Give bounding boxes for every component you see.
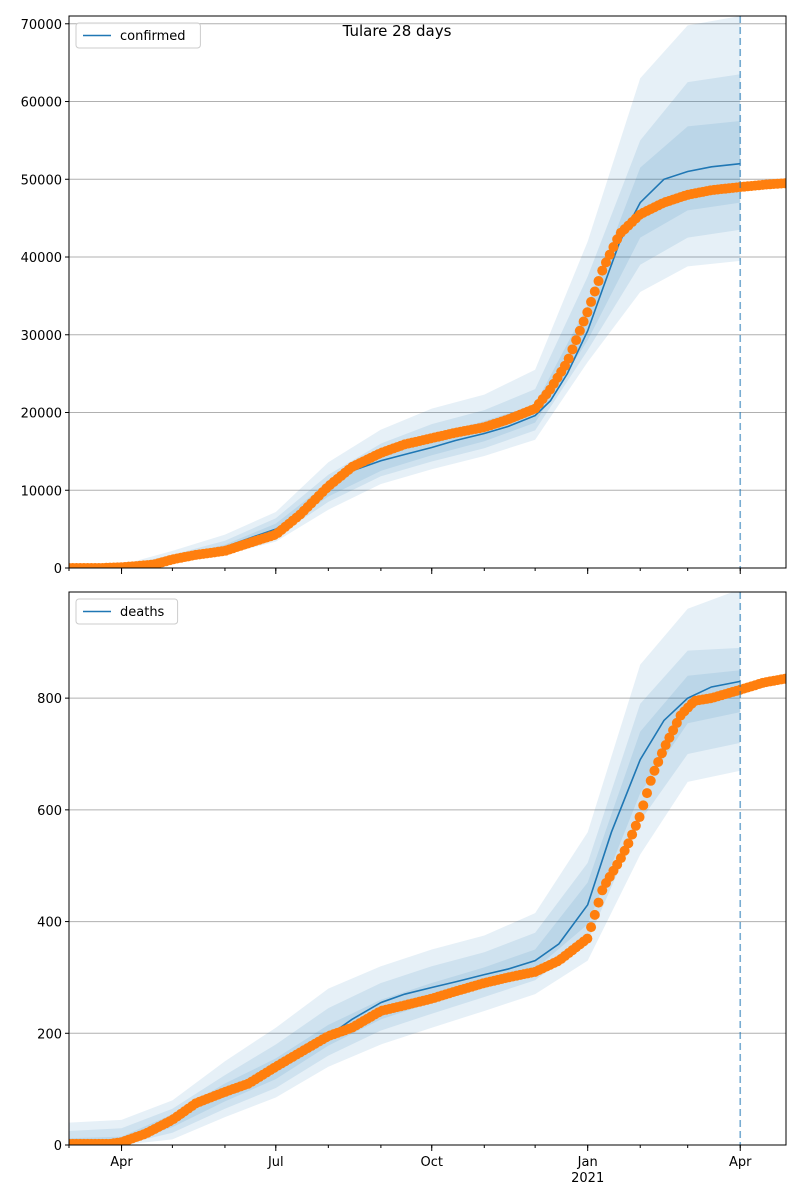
y-tick-label: 200: [37, 1027, 62, 1042]
y-tick-label: 60000: [21, 96, 62, 111]
legend: deaths: [75, 598, 179, 625]
observed-point: [589, 286, 600, 297]
observed-point: [630, 820, 641, 831]
observed-point: [619, 845, 630, 856]
observed-point: [623, 838, 634, 849]
observed-point: [642, 788, 653, 799]
plot-area: [69, 592, 786, 1145]
observed-point: [779, 673, 786, 684]
plot-area: [69, 16, 786, 568]
legend-box: [75, 598, 179, 625]
observed-point: [638, 800, 649, 811]
observed-point: [589, 909, 600, 920]
observed-point: [563, 353, 574, 364]
y-tick-label: 800: [37, 692, 62, 707]
y-tick-label: 0: [54, 562, 62, 577]
x-tick-label: Apr: [729, 1155, 752, 1170]
x-tick-label: Jan: [577, 1155, 598, 1170]
observed-series: [69, 178, 786, 568]
observed-point: [593, 897, 604, 908]
y-tick-label: 70000: [21, 18, 62, 33]
confirmed-panel: 0 10000 20000 30000 40000 50000 60000 70000 conf…: [21, 15, 787, 577]
y-tick-label: 600: [37, 804, 62, 819]
uncertainty-band: [69, 647, 741, 1145]
y-tick-label: 10000: [21, 484, 62, 499]
x-tick-sublabel: 2021: [571, 1171, 604, 1186]
observed-point: [615, 853, 626, 864]
observed-point: [656, 748, 667, 759]
observed-point: [627, 829, 638, 840]
observed-point: [582, 307, 593, 318]
y-tick-label: 20000: [21, 407, 62, 422]
observed-point: [649, 765, 660, 776]
observed-point: [593, 276, 604, 287]
observed-point: [567, 344, 578, 355]
observed-point: [653, 756, 664, 767]
y-tick-label: 400: [37, 916, 62, 931]
uncertainty-band: [69, 16, 741, 568]
axes-frame: [68, 591, 787, 1146]
uncertainty-band: [69, 592, 741, 1145]
y-tick-label: 50000: [21, 173, 62, 188]
observed-point: [571, 335, 582, 346]
observed-point: [600, 257, 611, 268]
x-tick-label: Oct: [420, 1155, 442, 1170]
observed-point: [582, 933, 593, 944]
x-tick-label: Apr: [110, 1155, 133, 1170]
y-tick-label: 40000: [21, 251, 62, 266]
observed-point: [586, 296, 597, 307]
observed-point: [664, 732, 675, 743]
observed-point: [779, 178, 786, 189]
uncertainty-band: [69, 120, 741, 568]
observed-point: [578, 316, 589, 327]
observed-point: [586, 922, 597, 933]
axes-frame: [68, 15, 787, 569]
observed-series: [69, 673, 786, 1145]
observed-point: [604, 249, 615, 260]
observed-point: [574, 325, 585, 336]
legend-label: confirmed: [120, 29, 186, 44]
observed-point: [597, 265, 608, 276]
x-tick-label: Jul: [267, 1155, 284, 1170]
observed-point: [634, 812, 645, 823]
y-tick-label: 30000: [21, 329, 62, 344]
observed-point: [608, 241, 619, 252]
observed-point: [660, 740, 671, 751]
legend-label: deaths: [120, 605, 165, 620]
observed-point: [671, 717, 682, 728]
observed-point: [668, 725, 679, 736]
figure-title: Tulare 28 days: [342, 22, 452, 40]
legend: confirmed: [75, 22, 201, 49]
uncertainty-band: [69, 670, 741, 1145]
uncertainty-band: [69, 74, 741, 568]
observed-point: [645, 775, 656, 786]
legend-box: [75, 22, 201, 49]
y-tick-label: 0: [54, 1139, 62, 1154]
